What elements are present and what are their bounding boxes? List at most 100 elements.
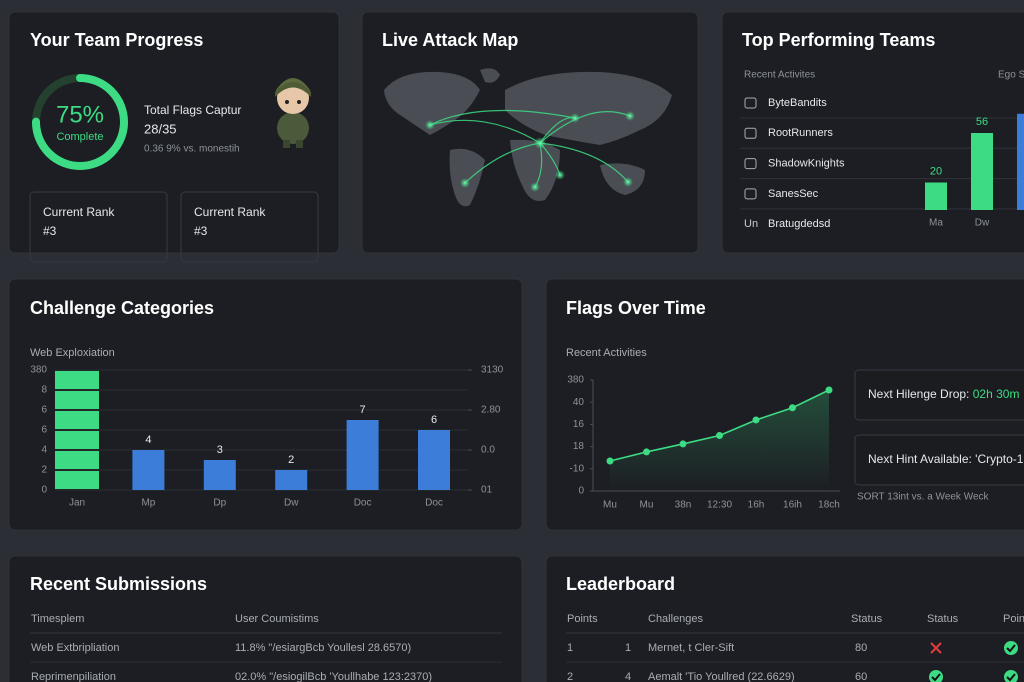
card-label: Current Rank [43,205,115,219]
card-label: Current Rank [194,205,266,219]
y-tick-label: 2 [41,465,47,476]
avatar [275,78,311,148]
card-value: #3 [43,224,57,238]
subtitle: Web Exploxiation [30,347,115,359]
world-map [384,68,672,207]
flags-value: 28/35 [144,121,177,136]
y-tick-label: 18 [573,441,585,452]
team-name: ByteBandits [768,97,827,109]
panel-title: Recent Submissions [30,574,207,594]
panel-title: Top Performing Teams [742,30,935,50]
panel-title: Your Team Progress [30,30,203,50]
progress-ring [32,74,128,170]
y-tick-label: 4 [41,445,47,456]
bar-segment [55,471,99,489]
value-label: 6 [431,414,437,426]
bar [1017,113,1024,210]
bar-segment [55,391,99,409]
info-label: Next Hint Available: 'Crypto-10 [868,452,1024,466]
bar-segment [55,431,99,449]
panel [8,11,340,254]
y2-tick-label: 3130 [481,365,504,376]
point [716,432,723,439]
panel [545,555,1024,682]
cell: 11.8% "/esiargBcb Youllesl 28.6570) [235,642,411,654]
x-tick-label: 12:30 [707,500,732,511]
point [606,457,614,465]
y-tick-label: 40 [573,397,585,408]
progress-value: 75% [56,101,104,128]
bar-segment [55,451,99,469]
panel [721,11,1024,254]
team-icon [744,188,757,200]
subtitle: Recent Activites [744,70,815,81]
legend: Ego S [998,70,1024,81]
x-tick-label: 16h [748,500,765,511]
y-tick-label: 8 [41,385,47,396]
bar [971,133,993,210]
y-tick-label: 6 [41,405,47,416]
x-tick-label: Dp [213,498,226,509]
bar [132,450,165,490]
team-name: ShadowKnights [768,158,845,170]
bar [925,182,947,210]
value-label: 20 [930,165,942,177]
point [643,448,650,456]
y-tick-label: 380 [30,365,47,376]
value-label: 7 [360,404,366,416]
panel-title: Flags Over Time [566,298,706,318]
panel-title: Challenge Categories [30,298,214,318]
team-icon [744,158,757,170]
column-header: User Coumistims [235,613,319,625]
x-tick-label: Mu [640,500,654,511]
y-tick-label: 380 [567,375,584,386]
point [752,416,760,424]
value-label: 4 [145,434,151,446]
cell: Web Extbripliation [31,642,119,654]
team-name: RootRunners [768,127,833,139]
bar [275,470,308,490]
bar [418,430,450,490]
column-header: Poin [1003,613,1024,625]
y2-tick-label: 2.80 [481,405,501,416]
panel [8,555,523,682]
y-tick-label: -10 [570,463,585,474]
info-card [854,369,1024,421]
panel-title: Leaderboard [566,574,675,594]
cell: Aemalt 'Tio Youllred (22.6629) [648,671,795,682]
cell: Reprimenpiliation [31,671,116,682]
flags-label: Total Flags Captur [144,103,241,117]
progress-caption: Complete [56,131,103,143]
y2-tick-label: 01 [481,485,493,496]
y-tick-label: 16 [573,419,585,430]
value-label: 2 [288,454,294,466]
status-icons [929,641,1018,682]
panel [361,11,699,254]
value-label: 3 [217,444,223,456]
x-tick-label: Doc [425,498,443,509]
x-tick-label: Dw [284,498,299,509]
column-header: Status [851,613,883,625]
attack-points [425,111,635,192]
column-header: Points [567,613,598,625]
x-tick-label: 18ch [818,500,840,511]
point [789,404,796,412]
cell: 4 [625,671,631,682]
info-value: 02h 30m [973,387,1020,401]
column-header: Challenges [648,613,704,625]
cell: 2 [567,671,573,682]
y2-tick-label: 0.0 [481,445,495,456]
column-header: Status [927,613,959,625]
point [825,386,833,394]
team-icon [744,127,757,139]
x-tick-label: 16ih [783,500,802,511]
cell: Mernet, t Cler-Sift [648,642,734,654]
team-icon [744,97,757,109]
area [610,389,829,491]
info-text: Next Hilenge Drop: 02h 30m [868,387,1019,401]
cell: 60 [855,671,867,682]
info-label: Next Hilenge Drop: [868,387,969,401]
bar-segment [55,371,99,389]
